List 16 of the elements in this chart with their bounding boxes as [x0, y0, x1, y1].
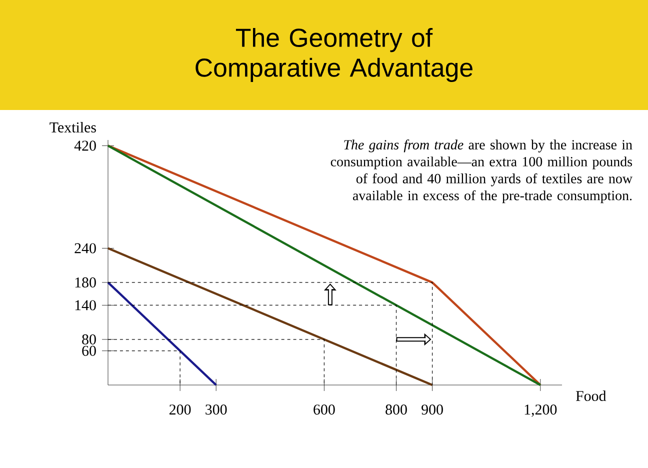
- chart-title: The Geometry of Comparative Advantage: [196, 28, 472, 82]
- x-axis-title: Food: [576, 390, 606, 402]
- x-tick-label: 800: [386, 404, 407, 415]
- y-axis-title: Textiles: [50, 122, 96, 132]
- y-tick-label: 140: [75, 300, 96, 310]
- x-tick-label: 300: [206, 404, 227, 415]
- y-tick-label: 420: [74, 140, 96, 151]
- x-tick-label: 600: [314, 404, 335, 415]
- x-tick-label: 200: [170, 404, 191, 415]
- x-tick-label: 900: [422, 404, 443, 415]
- annotation: The gains from trade are shown by the increase in consumption available—an extra 100 million pounds of food and 40 million yards of textiles are now available in excess of the pre-trade consumption.: [330, 140, 632, 204]
- y-tick-label: 240: [74, 243, 96, 254]
- y-tick-label: 180: [75, 277, 96, 288]
- y-tick-label: 60: [82, 346, 96, 356]
- y-tick-label: 80: [82, 334, 96, 344]
- x-tick-label: 1,200: [524, 404, 557, 417]
